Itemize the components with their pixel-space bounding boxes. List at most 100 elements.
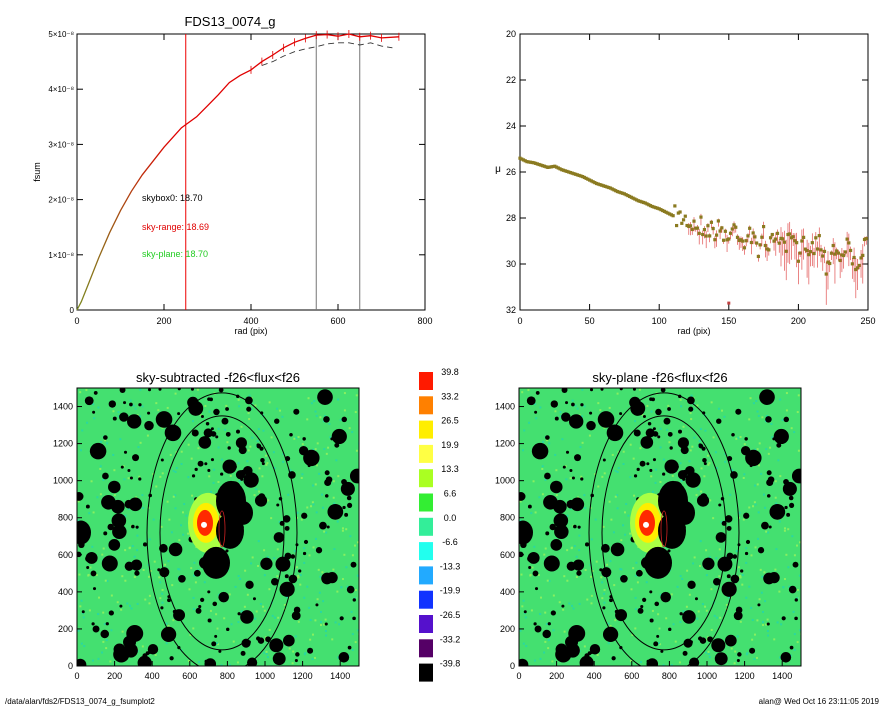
colorbar-label: -33.2	[440, 634, 461, 644]
sky-plane-map-mask	[660, 649, 664, 653]
sky-subtracted-map-mask	[211, 641, 217, 647]
sky-subtracted-map-mask	[273, 532, 285, 543]
mu-point	[605, 185, 609, 189]
mu-point	[864, 237, 868, 241]
sky-subtracted-map-noise	[237, 621, 240, 624]
sky-subtracted-map-mask	[272, 652, 286, 666]
sky-subtracted-map-noise	[216, 627, 219, 630]
sky-subtracted-map-mask	[237, 612, 241, 616]
sky-plane-map-noise	[659, 446, 662, 449]
sky-plane-map-mask	[565, 401, 569, 405]
sky-subtracted-map-noise	[273, 557, 276, 560]
mu-point	[601, 184, 606, 188]
sky-subtracted-map-noise	[131, 544, 134, 547]
sky-subtracted-map-noise	[86, 421, 89, 424]
sky-plane-map-mask	[715, 532, 727, 543]
sky-subtracted-map-mask	[204, 658, 217, 666]
mu-x-tick-label: 250	[860, 316, 875, 326]
mu-point	[624, 193, 628, 197]
sky-plane-map-noise	[685, 605, 688, 608]
sky-plane-map-mask	[745, 539, 751, 545]
sky-subtracted-map-y-tick-label: 800	[58, 513, 73, 523]
sky-subtracted-map-noise	[303, 547, 306, 550]
sky-subtracted-map-noise	[165, 622, 168, 625]
sky-subtracted-map-noise	[248, 394, 251, 397]
sky-subtracted-map-mask	[144, 420, 154, 431]
sky-subtracted-map-noise	[172, 619, 175, 622]
sky-plane-map-noise	[633, 494, 636, 497]
sky-subtracted-map-mask	[178, 574, 186, 583]
sky-plane-map-noise	[652, 490, 655, 493]
sky-subtracted-map-noise	[314, 410, 317, 413]
sky-plane-map-noise	[622, 524, 625, 527]
sky-subtracted-map-noise	[333, 502, 336, 505]
mu-point	[567, 170, 571, 174]
sky-plane-map-noise	[715, 557, 718, 560]
mu-point	[744, 239, 748, 243]
sky-plane-map-noise	[679, 621, 682, 624]
sky-plane-map-noise	[635, 561, 638, 564]
mu-point	[784, 249, 788, 253]
sky-subtracted-map-mask	[137, 655, 152, 666]
sky-plane-map-y-tick-label: 800	[500, 513, 515, 523]
sky-plane-map-mask	[760, 393, 765, 399]
sky-subtracted-map-noise	[324, 630, 327, 633]
colorbar-swatch	[419, 615, 433, 633]
sky-subtracted-map-noise	[246, 593, 249, 596]
sky-plane-map-noise	[760, 472, 763, 475]
mu-x-axis-label: rad (pix)	[677, 326, 710, 336]
colorbar-label: 39.8	[441, 367, 459, 377]
sky-plane-map-noise	[788, 585, 791, 588]
sky-subtracted-map-mask	[119, 388, 126, 393]
sky-subtracted-map-noise	[294, 635, 297, 638]
sky-subtracted-map-noise	[197, 447, 200, 450]
sky-plane-map-noise	[693, 556, 696, 559]
sky-subtracted-map-y-tick-label: 200	[58, 624, 73, 634]
sky-subtracted-map-noise	[312, 484, 315, 487]
mu-y-tick-label: 30	[506, 259, 516, 269]
sky-plane-map-mask	[652, 458, 656, 462]
mu-point	[788, 232, 792, 236]
sky-subtracted-map-mask	[92, 587, 97, 591]
sky-plane-map-mask	[632, 388, 636, 391]
sky-subtracted-map-noise	[322, 600, 325, 603]
sky-plane-map-noise	[697, 610, 700, 613]
sky-subtracted-map-noise	[190, 457, 193, 460]
sky-subtracted-map-noise	[209, 609, 212, 612]
annotation-sky-range: sky-range: 18.69	[142, 222, 209, 232]
sky-subtracted-map-noise	[238, 479, 241, 482]
sky-plane-map-noise	[780, 623, 783, 626]
sky-subtracted-map-noise	[192, 627, 195, 630]
sky-plane-map-noise	[606, 563, 609, 566]
sky-plane-map-noise	[797, 449, 800, 452]
sky-plane-map-x-tick-label: 1400	[772, 671, 792, 681]
mu-point	[796, 259, 800, 263]
sky-plane-map-noise	[741, 583, 744, 586]
sky-subtracted-map-noise	[83, 645, 86, 648]
sky-subtracted-map-noise	[239, 577, 242, 580]
sky-plane-map-noise	[679, 398, 682, 401]
sky-subtracted-map-noise	[309, 618, 312, 621]
sky-plane-map-noise	[554, 453, 557, 456]
sky-subtracted-map-noise	[255, 610, 258, 613]
sky-plane-map-mask	[763, 572, 775, 585]
sky-plane-map-noise	[583, 494, 586, 497]
sky-subtracted-map-mask	[85, 551, 98, 564]
sky-plane-map-noise	[682, 610, 685, 613]
sky-subtracted-map-mask	[218, 649, 222, 653]
sky-subtracted-map-mask	[85, 504, 90, 509]
sky-plane-map-noise	[597, 485, 600, 488]
sky-subtracted-map-mask	[157, 568, 161, 572]
mu-point	[711, 226, 715, 231]
colorbar-label: -6.6	[442, 537, 458, 547]
sky-subtracted-map-noise	[225, 404, 228, 407]
sky-plane-map-noise	[773, 638, 776, 641]
sky-subtracted-map-noise	[120, 608, 123, 611]
sky-plane-map-mask	[549, 523, 557, 531]
sky-subtracted-map-mask	[158, 388, 162, 391]
mu-point	[862, 237, 867, 242]
sky-subtracted-map-mask	[248, 467, 252, 471]
sky-subtracted-map-noise	[208, 475, 211, 478]
sky-subtracted-map-noise	[312, 633, 315, 636]
